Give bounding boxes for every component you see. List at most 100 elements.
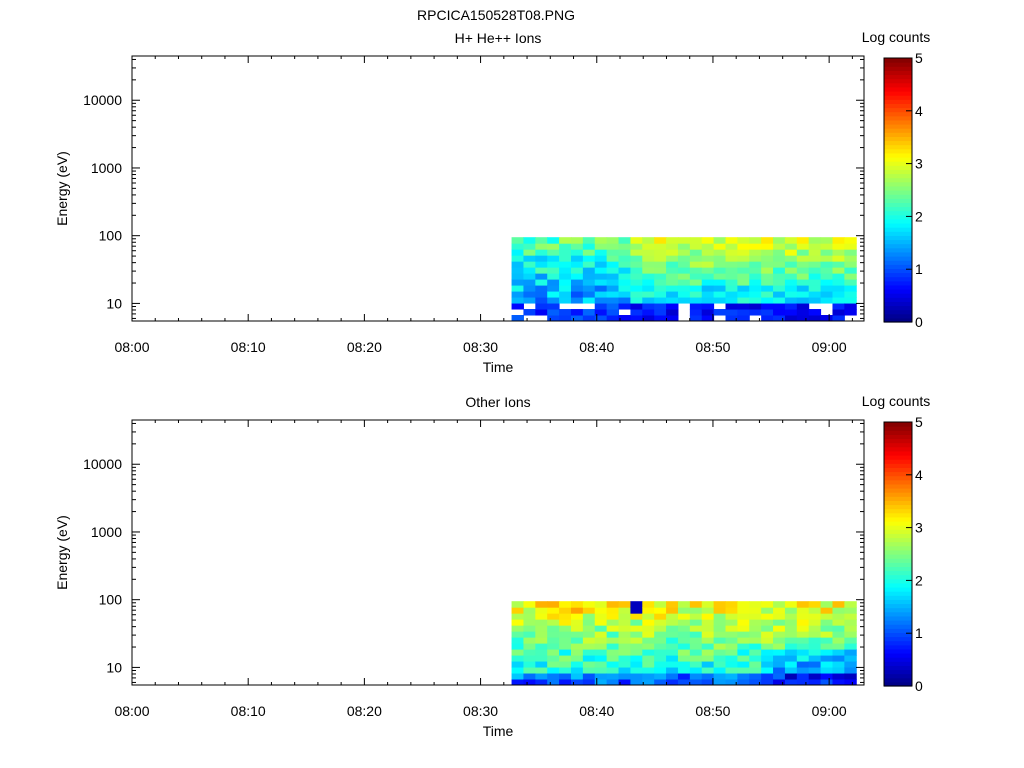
spectrogram-cell <box>713 649 727 656</box>
spectrogram-cell <box>547 249 560 256</box>
colorbar-segment <box>884 673 912 679</box>
spectrogram-cell <box>749 601 762 608</box>
colorbar: 0 1 2 3 4 5 Log counts <box>862 29 931 330</box>
spectrogram-cell <box>535 601 548 608</box>
spectrogram-cell <box>606 279 620 286</box>
spectrogram-cell <box>642 291 655 298</box>
spectrogram-cell <box>547 631 560 638</box>
spectrogram-cell <box>666 279 679 286</box>
spectrogram-cell <box>689 243 703 250</box>
spectrogram-cell <box>547 279 560 286</box>
colorbar-segment <box>884 148 912 154</box>
spectrogram-cell <box>784 643 798 650</box>
spectrogram-cell <box>547 625 560 632</box>
spectrogram-cell <box>689 631 703 638</box>
spectrogram-cell <box>701 273 715 280</box>
x-tick-label: 08:10 <box>231 339 266 355</box>
spectrogram-cell <box>773 613 786 620</box>
spectrogram-cell <box>535 309 548 316</box>
spectrogram-cell <box>832 601 845 608</box>
spectrogram-cell <box>832 297 845 304</box>
spectrogram-cell <box>677 249 691 256</box>
spectrogram-cell <box>796 667 810 674</box>
spectrogram-cell <box>677 255 691 262</box>
colorbar-segment <box>884 313 912 319</box>
colorbar-segment <box>884 500 912 506</box>
spectrogram-cell <box>832 679 845 686</box>
spectrogram-cell <box>630 291 643 298</box>
spectrogram-cell <box>761 661 774 668</box>
spectrogram-cell <box>654 661 667 668</box>
spectrogram-cell <box>725 643 738 650</box>
spectrogram-cell <box>677 607 691 614</box>
spectrogram-cell <box>654 637 667 644</box>
colorbar-segment <box>884 669 912 675</box>
spectrogram-cell <box>630 303 643 310</box>
spectrogram-cell <box>642 601 655 608</box>
spectrogram-cell <box>689 249 703 256</box>
colorbar-segment <box>884 260 912 265</box>
colorbar-segment <box>884 227 912 232</box>
spectrogram-cell <box>761 297 774 304</box>
spectrogram-cell <box>784 679 798 686</box>
spectrogram-cell <box>749 667 762 674</box>
spectrogram-cell <box>820 643 833 650</box>
spectrogram-cell <box>559 667 572 674</box>
spectrogram-cell <box>535 273 548 280</box>
spectrogram-cell <box>594 625 608 632</box>
spectrogram-cell <box>630 249 643 256</box>
spectrogram-cell <box>737 607 750 614</box>
spectrogram-cell <box>773 309 786 316</box>
spectrogram-cell <box>582 279 596 286</box>
spectrogram-cell <box>594 315 608 322</box>
spectrogram-cell <box>808 261 822 268</box>
spectrogram-cell <box>677 667 691 674</box>
spectrogram-cell <box>784 303 798 310</box>
spectrogram-cell <box>511 303 524 310</box>
spectrogram-cell <box>737 661 750 668</box>
x-tick-label: 09:00 <box>812 703 847 719</box>
spectrogram-cell <box>677 637 691 644</box>
spectrogram-cell <box>796 237 810 244</box>
spectrogram-cell <box>642 285 655 292</box>
colorbar-segment <box>884 661 912 666</box>
spectrogram-cell <box>689 673 703 680</box>
spectrogram-cell <box>689 315 703 322</box>
spectrogram-cell <box>654 667 667 674</box>
spectrogram-cell <box>784 315 798 322</box>
spectrogram-cell <box>511 243 524 250</box>
spectrogram-cell <box>559 661 572 668</box>
spectrogram-cell <box>511 655 524 662</box>
colorbar-tick-label: 2 <box>915 208 923 224</box>
spectrogram-cell <box>689 255 703 262</box>
colorbar-segment <box>884 450 912 456</box>
spectrogram-cell <box>594 243 608 250</box>
spectrogram-cell <box>761 643 774 650</box>
spectrogram-cell <box>832 261 845 268</box>
spectrogram-cell <box>713 291 727 298</box>
spectrogram-cell <box>618 631 631 638</box>
colorbar-segment <box>884 620 912 625</box>
spectrogram-cell <box>689 607 703 614</box>
colorbar-segment <box>884 516 912 522</box>
colorbar-segment <box>884 467 912 473</box>
spectrogram-cell <box>666 249 679 256</box>
spectrogram-cell <box>547 601 560 608</box>
spectrogram-cell <box>547 243 560 250</box>
spectrogram-cell <box>713 273 727 280</box>
spectrogram-cell <box>832 255 845 262</box>
spectrogram-cell <box>749 637 762 644</box>
spectrogram-cell <box>796 267 810 274</box>
spectrogram-cell <box>606 655 620 662</box>
colorbar-segment <box>884 463 912 468</box>
spectrogram-cell <box>725 243 738 250</box>
spectrogram-cell <box>844 297 857 304</box>
spectrogram-cell <box>570 649 584 656</box>
spectrogram-cell <box>689 649 703 656</box>
colorbar-segment <box>884 525 912 530</box>
spectrogram-cell <box>808 643 822 650</box>
spectrogram-cell <box>594 291 608 298</box>
spectrogram-cell <box>630 679 643 686</box>
colorbar-segment <box>884 132 912 137</box>
spectrogram-cell <box>677 243 691 250</box>
